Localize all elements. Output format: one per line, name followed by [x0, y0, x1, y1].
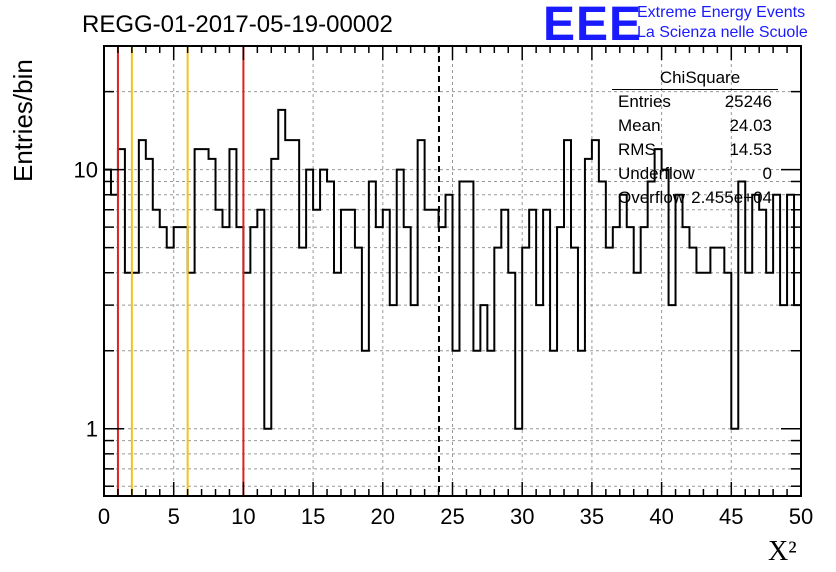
x-tick-label: 20 — [371, 504, 395, 529]
stats-row: Underflow 0 — [612, 164, 778, 188]
stats-key: Mean — [618, 116, 661, 135]
stats-row: RMS 14.53 — [612, 140, 778, 164]
x-tick-label: 5 — [168, 504, 180, 529]
stats-value: 14.53 — [729, 140, 772, 159]
stats-row: Entries 25246 — [612, 92, 778, 116]
stats-row: Overflow 2.455e+04 — [612, 188, 778, 212]
stats-value: 2.455e+04 — [691, 188, 772, 207]
stats-value: 24.03 — [729, 116, 772, 135]
x-tick-label: 30 — [510, 504, 534, 529]
stats-box: ChiSquare Entries 25246 Mean 24.03 RMS 1… — [612, 68, 778, 212]
tick-labels: 0 5 10 15 20 25 30 35 40 45 50 1 10 — [74, 158, 814, 529]
stats-value: 25246 — [724, 92, 772, 111]
stats-key: Overflow — [618, 188, 686, 207]
chart-title: REGG-01-2017-05-19-00002 — [82, 11, 393, 38]
stats-key: Entries — [618, 92, 671, 111]
stats-key: Underflow — [618, 164, 695, 183]
stats-key: RMS — [618, 140, 656, 159]
histogram-line — [104, 108, 801, 430]
y-tick-label: 10 — [74, 158, 98, 183]
x-tick-label: 0 — [98, 504, 110, 529]
eee-logo: EEE — [543, 0, 643, 51]
logo-subtitle-2: La Scienza nelle Scuole — [637, 24, 808, 41]
x-axis-label: X² — [768, 536, 797, 567]
reference-lines — [116, 46, 440, 496]
x-tick-label: 35 — [580, 504, 604, 529]
axes — [103, 45, 802, 497]
y-axis-label: Entries/bin — [8, 59, 38, 182]
x-tick-label: 25 — [440, 504, 464, 529]
x-tick-label: 45 — [719, 504, 743, 529]
stats-title: ChiSquare — [612, 68, 778, 90]
logo-subtitle-1: Extreme Energy Events — [637, 4, 806, 21]
histogram-series — [104, 108, 801, 430]
x-tick-label: 50 — [789, 504, 813, 529]
y-tick-label: 1 — [86, 417, 98, 442]
x-tick-label: 10 — [231, 504, 255, 529]
stats-row: Mean 24.03 — [612, 116, 778, 140]
x-tick-label: 40 — [649, 504, 673, 529]
x-tick-label: 15 — [301, 504, 325, 529]
stats-value: 0 — [762, 164, 772, 183]
